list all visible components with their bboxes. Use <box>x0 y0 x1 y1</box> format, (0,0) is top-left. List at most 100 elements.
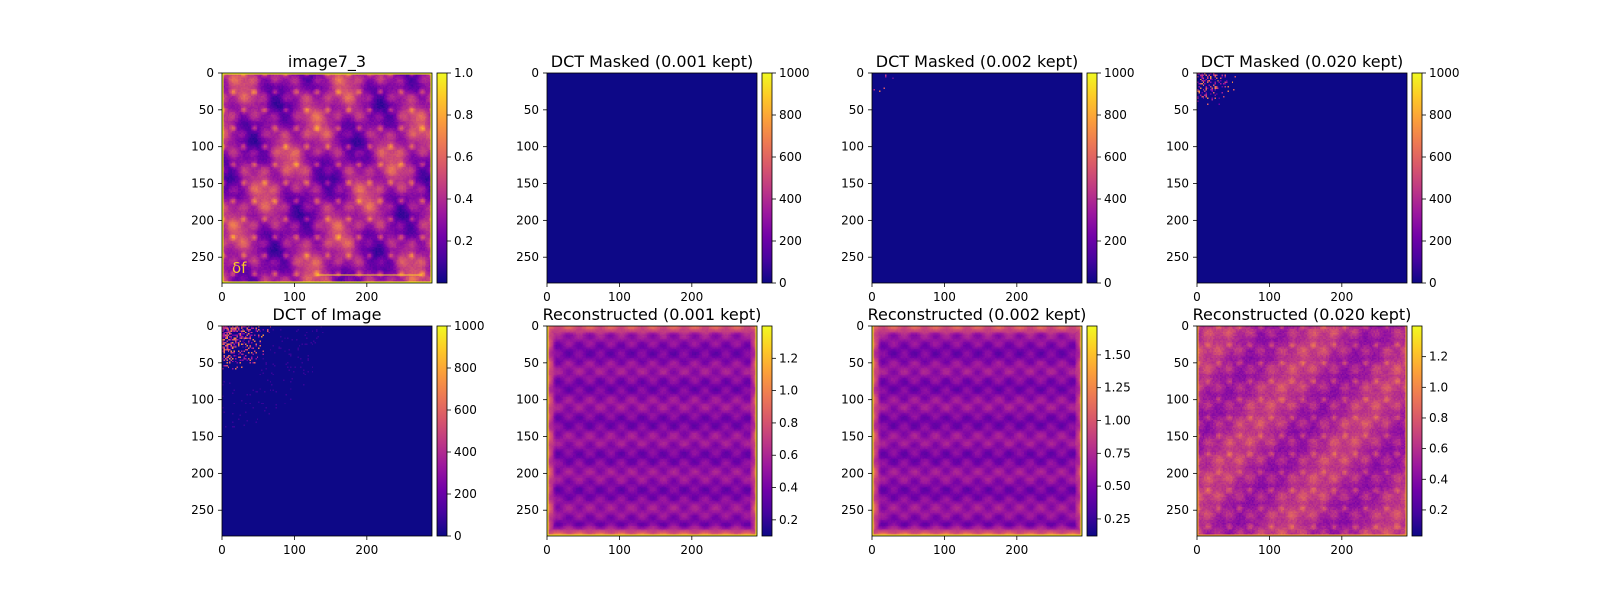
y-tick-label: 50 <box>849 103 864 117</box>
x-tick-label: 0 <box>1193 290 1201 304</box>
y-tick-label: 100 <box>516 393 539 407</box>
axes-frame <box>1196 72 1408 284</box>
y-tick-label: 0 <box>1181 319 1189 333</box>
colorbar-tick-label: 0.8 <box>454 108 473 122</box>
y-tick-label: 50 <box>849 356 864 370</box>
axes-frame <box>871 72 1083 284</box>
x-tick-label: 200 <box>1330 543 1353 557</box>
x-tick-label: 100 <box>283 290 306 304</box>
colorbar-tick-label: 600 <box>1104 150 1127 164</box>
colorbar-tick-label: 1000 <box>1429 66 1460 80</box>
colorbar-tick-label: 1000 <box>454 319 485 333</box>
panel-title: image7_3 <box>288 52 366 72</box>
colorbar-tick-label: 0.50 <box>1104 479 1131 493</box>
colorbar-tick-label: 800 <box>779 108 802 122</box>
x-tick-label: 200 <box>1005 290 1028 304</box>
y-tick-label: 100 <box>191 140 214 154</box>
y-tick-label: 200 <box>191 213 214 227</box>
panel-3: DCT Masked (0.020 kept) 0 100 200 0 50 100 150 2… <box>1166 52 1459 304</box>
colorbar-tick-label: 1.0 <box>1429 380 1448 394</box>
x-tick-label: 200 <box>355 290 378 304</box>
y-tick-label: 250 <box>841 250 864 264</box>
colorbar-tick-label: 1.2 <box>1429 350 1448 364</box>
x-tick-label: 0 <box>218 543 226 557</box>
y-tick-label: 150 <box>841 177 864 191</box>
y-tick-label: 200 <box>841 213 864 227</box>
colorbar <box>1411 325 1423 537</box>
colorbar-tick-label: 1.25 <box>1104 381 1131 395</box>
colorbar <box>1086 72 1098 284</box>
colorbar-tick-label: 400 <box>454 445 477 459</box>
colorbar-tick-label: 0.4 <box>779 481 798 495</box>
overlay-label: δf <box>232 259 247 277</box>
colorbar-tick-label: 1.0 <box>454 66 473 80</box>
y-tick-label: 250 <box>516 503 539 517</box>
colorbar-tick-label: 1.2 <box>779 351 798 365</box>
colorbar-tick-label: 0.2 <box>779 513 798 527</box>
colorbar-tick-label: 0.6 <box>1429 442 1448 456</box>
heatmap-image <box>872 326 1082 536</box>
x-tick-label: 100 <box>1258 290 1281 304</box>
x-tick-label: 100 <box>608 290 631 304</box>
heatmap-image <box>1197 73 1407 283</box>
y-tick-label: 150 <box>191 177 214 191</box>
y-tick-label: 0 <box>856 319 864 333</box>
y-tick-label: 200 <box>191 466 214 480</box>
colorbar-tick-label: 0.25 <box>1104 512 1131 526</box>
heatmap-image <box>1197 326 1407 536</box>
colorbar <box>761 325 773 537</box>
colorbar-tick-label: 0.4 <box>1429 472 1448 486</box>
x-tick-label: 200 <box>680 543 703 557</box>
colorbar <box>1086 325 1098 537</box>
y-tick-label: 200 <box>1166 213 1189 227</box>
colorbar-tick-label: 200 <box>454 487 477 501</box>
y-tick-label: 50 <box>1174 356 1189 370</box>
panel-6: Reconstructed (0.002 kept) 0 100 200 0 50 100 1… <box>841 305 1131 557</box>
colorbar-tick-label: 0.2 <box>454 234 473 248</box>
y-tick-label: 200 <box>516 466 539 480</box>
colorbar-tick-label: 1.00 <box>1104 414 1131 428</box>
y-tick-label: 50 <box>1174 103 1189 117</box>
x-tick-label: 200 <box>355 543 378 557</box>
y-tick-label: 50 <box>199 103 214 117</box>
axes-frame <box>1196 325 1408 537</box>
y-tick-label: 150 <box>1166 177 1189 191</box>
colorbar-tick-label: 600 <box>454 403 477 417</box>
colorbar-tick-label: 1.50 <box>1104 348 1131 362</box>
y-tick-label: 0 <box>531 319 539 333</box>
y-tick-label: 150 <box>516 177 539 191</box>
colorbar-tick-label: 200 <box>779 234 802 248</box>
colorbar-tick-label: 0 <box>454 529 462 543</box>
y-tick-label: 50 <box>524 103 539 117</box>
colorbar-tick-label: 0 <box>1429 276 1437 290</box>
x-tick-label: 0 <box>543 290 551 304</box>
y-tick-label: 100 <box>1166 140 1189 154</box>
axes-frame <box>546 325 758 537</box>
x-tick-label: 200 <box>680 290 703 304</box>
colorbar-tick-label: 800 <box>1429 108 1452 122</box>
x-tick-label: 0 <box>868 543 876 557</box>
colorbar <box>761 72 773 284</box>
panel-1: DCT Masked (0.001 kept) 0 100 200 0 50 100 150 2… <box>516 52 809 304</box>
colorbar <box>436 325 448 537</box>
colorbar-tick-label: 0.8 <box>1429 411 1448 425</box>
y-tick-label: 250 <box>1166 503 1189 517</box>
x-tick-label: 100 <box>1258 543 1281 557</box>
colorbar-tick-label: 400 <box>1429 192 1452 206</box>
colorbar-tick-label: 0 <box>779 276 787 290</box>
y-tick-label: 100 <box>1166 393 1189 407</box>
y-tick-label: 150 <box>191 430 214 444</box>
y-tick-label: 250 <box>191 250 214 264</box>
x-tick-label: 100 <box>933 543 956 557</box>
heatmap-image <box>547 326 757 536</box>
colorbar-tick-label: 400 <box>1104 192 1127 206</box>
heatmap-image <box>222 73 432 283</box>
x-tick-label: 0 <box>1193 543 1201 557</box>
x-tick-label: 0 <box>218 290 226 304</box>
colorbar-tick-label: 800 <box>454 361 477 375</box>
colorbar-tick-label: 0.8 <box>779 416 798 430</box>
colorbar-tick-label: 0.4 <box>454 192 473 206</box>
axes-frame <box>221 72 433 284</box>
y-tick-label: 200 <box>1166 466 1189 480</box>
y-tick-label: 100 <box>191 393 214 407</box>
